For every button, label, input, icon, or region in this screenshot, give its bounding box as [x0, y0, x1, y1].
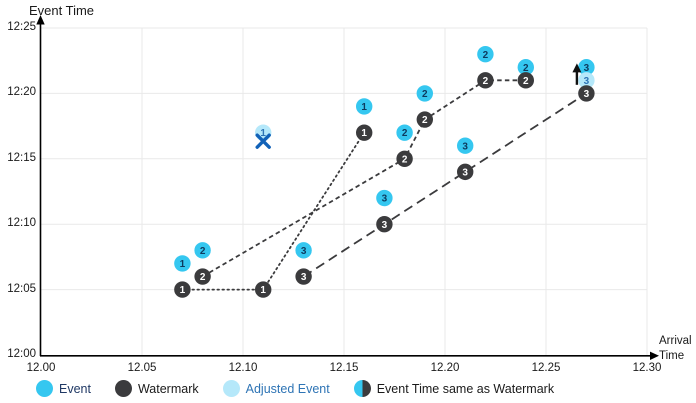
up-arrow-icon — [572, 63, 582, 73]
watermark-swatch-icon — [114, 380, 132, 397]
event-marker-label: 1 — [180, 259, 186, 270]
event-marker-label: 2 — [200, 246, 206, 257]
x-axis-title-line2: Time — [659, 350, 685, 362]
event-marker — [376, 189, 393, 207]
event-marker — [174, 255, 191, 272]
event-marker-label: 2 — [402, 128, 408, 139]
x-axis-title: Arrival Time — [659, 334, 692, 364]
x-tick-label: 12.00 — [26, 362, 56, 374]
watermark-marker — [194, 268, 211, 285]
watermark-marker-label: 3 — [462, 167, 468, 178]
event-marker-label: 3 — [584, 63, 590, 74]
event-marker — [457, 137, 474, 154]
y-tick-label: 12:20 — [7, 86, 36, 99]
event-swatch-icon — [36, 380, 53, 397]
y-tick-label: 12:00 — [7, 348, 36, 360]
x-tick-label: 12.15 — [329, 362, 359, 374]
event-marker — [396, 124, 413, 141]
event-marker-label: 3 — [301, 246, 307, 257]
watermark-marker-label: 1 — [180, 285, 186, 296]
watermark-marker — [376, 216, 393, 233]
y-axis-title: Event Time — [29, 3, 95, 18]
watermark-marker — [477, 72, 494, 89]
legend-item-watermark: Watermark — [114, 380, 199, 397]
watermark-marker — [457, 163, 474, 181]
event-marker-label: 2 — [422, 89, 428, 100]
event-marker-label: 2 — [483, 50, 489, 61]
adjusted-marker — [578, 72, 595, 89]
event-marker-label: 3 — [382, 194, 388, 205]
legend-label-watermark: Watermark — [137, 381, 199, 396]
watermark-marker-label: 2 — [483, 76, 489, 87]
x-axis-title-line1: Arrival — [659, 335, 692, 347]
x-cross-icon — [255, 133, 271, 149]
watermark-marker-label: 2 — [200, 272, 206, 283]
y-tick-label: 12:25 — [7, 21, 36, 33]
x-tick-label: 12.05 — [127, 362, 157, 374]
watermark-marker-label: 3 — [301, 272, 307, 283]
legend-item-event-time-same-as-watermark: Event Time same as Watermark — [353, 380, 555, 397]
watermark-marker-label: 1 — [260, 285, 266, 296]
event-marker — [517, 59, 534, 76]
legend-label-adjusted-event: Adjusted Event — [245, 381, 330, 396]
watermark-marker-label: 2 — [402, 154, 408, 165]
x-tick-label: 12.10 — [228, 362, 258, 374]
legend-item-adjusted-event: Adjusted Event — [222, 380, 330, 397]
watermark-marker-label: 1 — [361, 128, 367, 139]
event-marker — [194, 242, 211, 259]
legend-label-event: Event — [59, 381, 91, 396]
x-axis-arrow-icon — [650, 351, 659, 360]
event-marker — [578, 59, 595, 76]
adjusted-marker-label: 3 — [584, 76, 590, 87]
watermark-marker — [295, 268, 312, 285]
x-tick-label: 12.25 — [531, 362, 561, 374]
event-marker-label: 2 — [523, 63, 529, 74]
half-event-watermark-swatch-icon — [353, 380, 371, 397]
watermark-marker-label: 2 — [523, 76, 529, 87]
x-tick-label: 12.30 — [632, 362, 662, 374]
adjusted-event-swatch-icon — [222, 380, 240, 397]
watermark-marker — [255, 281, 272, 298]
watermark-3-line — [303, 92, 587, 278]
event-marker — [356, 98, 373, 115]
y-tick-label: 12:05 — [7, 282, 36, 295]
event-marker — [416, 85, 433, 102]
legend: Event Watermark Adjusted Event Event Tim… — [36, 380, 554, 397]
y-axis-arrow-icon — [36, 15, 45, 25]
watermark-marker — [578, 85, 595, 102]
legend-item-event: Event — [36, 380, 91, 397]
watermark-marker — [396, 150, 413, 167]
event-marker — [295, 242, 312, 259]
x-tick-label: 12.20 — [430, 362, 460, 374]
adjusted-marker-label: 1 — [260, 128, 266, 139]
watermark-marker — [356, 124, 373, 141]
watermark-1-line — [181, 131, 366, 291]
watermark-marker — [517, 72, 534, 89]
watermark-marker-label: 2 — [422, 115, 428, 126]
y-tick-label: 12:10 — [7, 217, 36, 230]
watermark-marker-label: 3 — [382, 220, 388, 231]
legend-label-event-time-same-as-watermark: Event Time same as Watermark — [376, 381, 555, 396]
event-marker-label: 3 — [462, 141, 468, 152]
event-marker — [477, 45, 494, 63]
watermark-marker-label: 3 — [584, 89, 590, 100]
watermark-marker — [416, 111, 433, 128]
watermark-marker — [174, 281, 191, 298]
event-marker-label: 1 — [361, 102, 367, 113]
y-tick-label: 12:15 — [7, 151, 36, 164]
